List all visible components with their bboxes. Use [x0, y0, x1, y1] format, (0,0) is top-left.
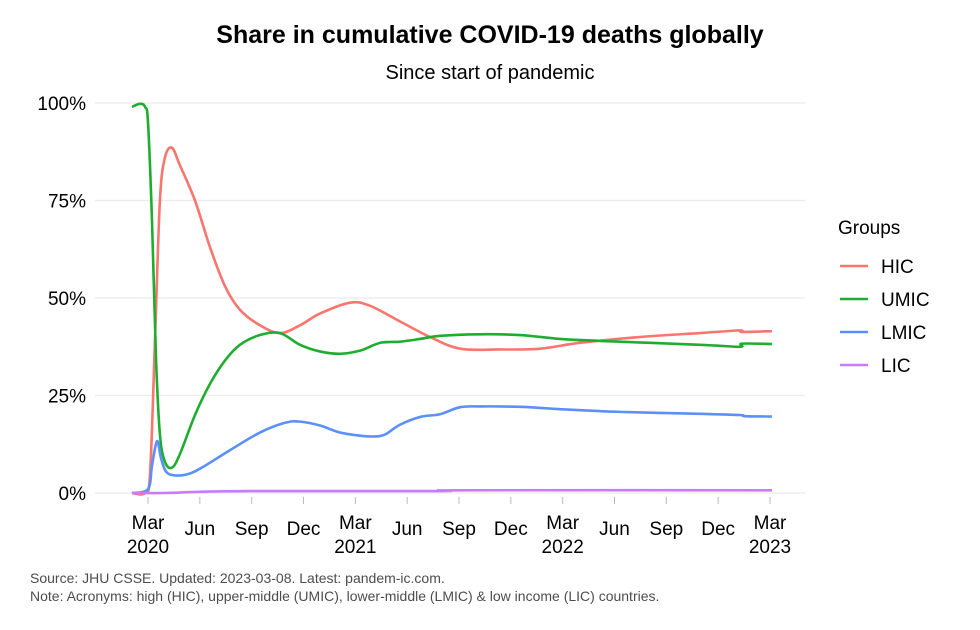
- legend-title: Groups: [838, 218, 900, 239]
- y-tick-label: 0%: [59, 484, 87, 505]
- legend-label-umic: UMIC: [881, 290, 930, 311]
- y-tick-label: 50%: [48, 289, 86, 310]
- legend-label-hic: HIC: [881, 257, 914, 278]
- caption-source: Source: JHU CSSE. Updated: 2023-03-08. L…: [30, 570, 445, 586]
- legend-label-lmic: LMIC: [881, 323, 926, 344]
- x-tick-label-year: 2021: [334, 537, 376, 558]
- y-tick-label: 100%: [37, 94, 86, 115]
- x-tick-label: Mar: [546, 513, 579, 534]
- x-tick-label: Dec: [494, 519, 528, 540]
- chart-title: Share in cumulative COVID-19 deaths glob…: [216, 21, 763, 49]
- y-tick-label: 75%: [48, 192, 86, 213]
- x-tick-label: Mar: [754, 513, 787, 534]
- x-tick-label: Mar: [339, 513, 372, 534]
- legend: Groups HIC UMIC LMIC LIC: [838, 218, 930, 377]
- x-tick-label: Sep: [442, 519, 476, 540]
- x-tick-label: Sep: [649, 519, 683, 540]
- series-line-umic: [131, 102, 772, 470]
- x-tick-label: Mar: [132, 513, 165, 534]
- x-tick-label: Jun: [392, 519, 423, 540]
- caption-note: Note: Acronyms: high (HIC), upper-middle…: [30, 588, 659, 604]
- series-line-lmic: [131, 405, 772, 495]
- x-tick-label: Dec: [701, 519, 735, 540]
- chart-subtitle: Since start of pandemic: [386, 62, 595, 84]
- x-tick-label: Dec: [287, 519, 321, 540]
- series-line-hic: [131, 146, 772, 496]
- x-tick-label-year: 2023: [749, 537, 791, 558]
- series-line-lic: [131, 488, 772, 495]
- x-tick-label: Sep: [235, 519, 269, 540]
- legend-label-lic: LIC: [881, 356, 911, 377]
- x-tick-label: Jun: [599, 519, 630, 540]
- y-tick-label: 25%: [48, 387, 86, 408]
- x-tick-label-year: 2020: [127, 537, 169, 558]
- x-tick-label: Jun: [185, 519, 216, 540]
- x-tick-label-year: 2022: [542, 537, 584, 558]
